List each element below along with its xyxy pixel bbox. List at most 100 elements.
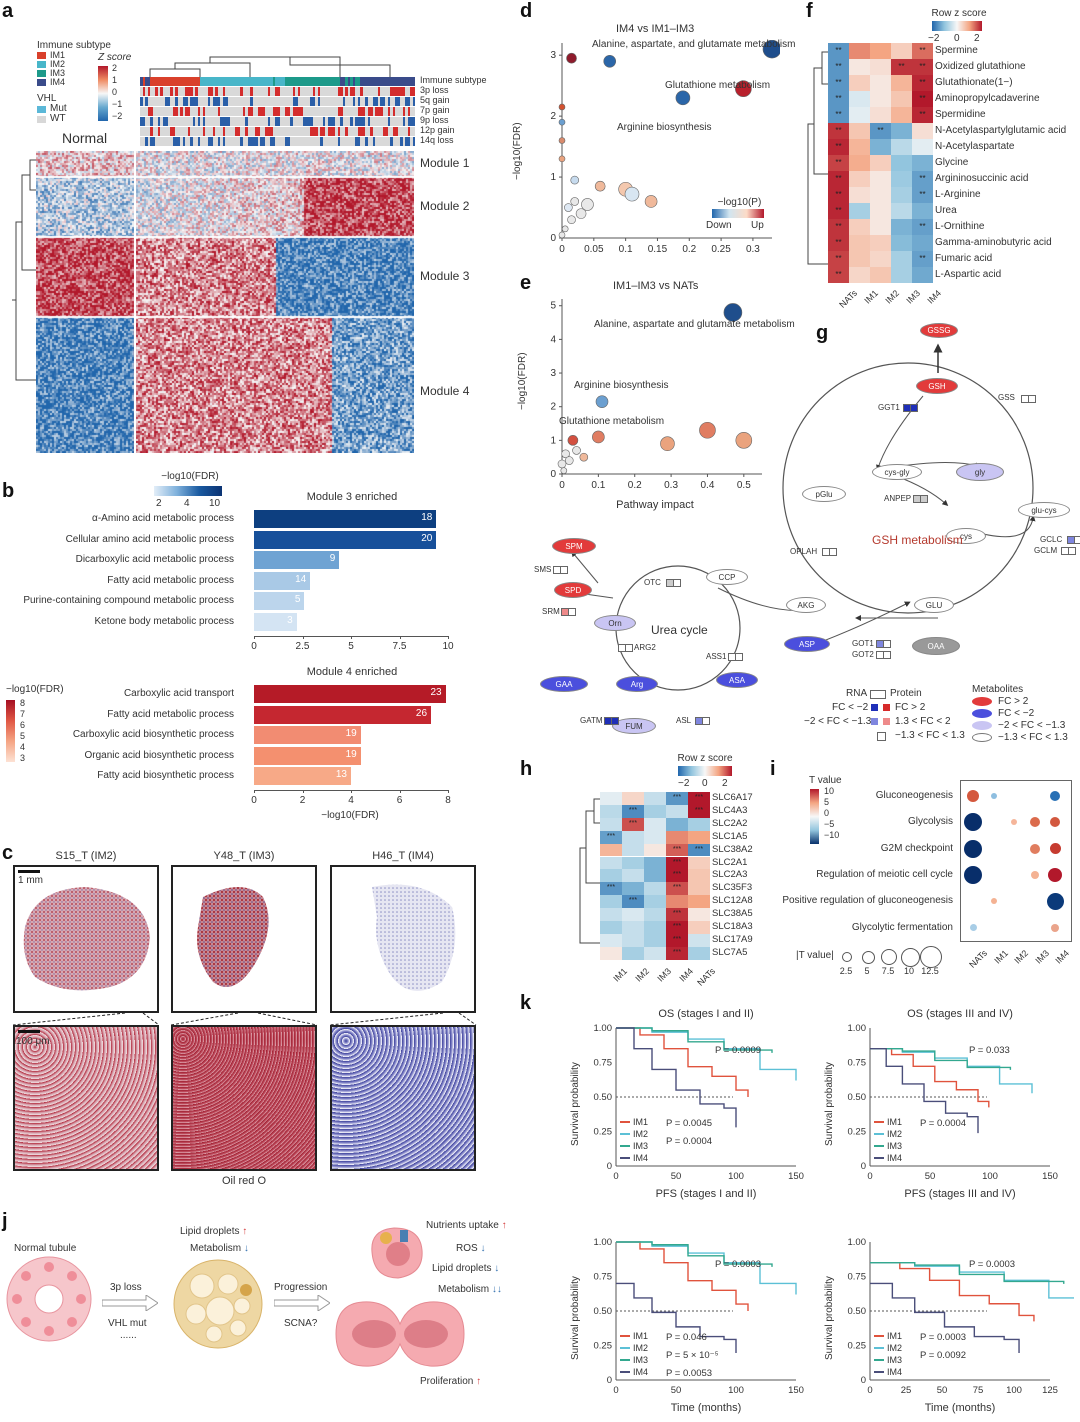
bar: 26	[254, 705, 432, 724]
track-cell	[202, 127, 206, 136]
track-cell	[287, 97, 291, 106]
track-cell	[377, 107, 381, 116]
track-cell	[370, 117, 373, 126]
x-tick-label: 2	[299, 795, 306, 806]
track-cell	[215, 97, 218, 106]
track-cell	[145, 87, 148, 96]
track-cell	[302, 97, 306, 106]
track-cell	[247, 77, 251, 86]
track-cell	[337, 87, 341, 96]
track-cell	[385, 97, 388, 106]
h-cell	[644, 882, 666, 896]
f-cell: **	[912, 187, 933, 203]
panel-label-h: h	[520, 758, 533, 780]
track-cell	[377, 117, 381, 126]
track-cell	[370, 87, 373, 96]
j-lipid-text: Lipid droplets	[180, 1226, 240, 1237]
legend-fc-5: −1.3 < FC < 1.3	[895, 730, 965, 741]
track-cell	[220, 117, 223, 126]
track-cell	[217, 107, 221, 116]
track-cell	[412, 117, 416, 126]
f-cell: **	[912, 59, 933, 75]
survival-curve	[616, 1241, 773, 1267]
track-cell	[290, 97, 293, 106]
track-cell	[390, 127, 393, 136]
track-cell	[295, 97, 298, 106]
c-title-3: H46_T (IM4)	[372, 850, 434, 862]
track-cell	[280, 137, 283, 146]
h-cell	[644, 856, 666, 870]
track-cell	[202, 87, 206, 96]
data-point	[644, 195, 658, 208]
track-cell	[220, 87, 223, 96]
i-col-label: IM3	[1032, 948, 1051, 966]
track-cell	[352, 127, 356, 136]
track-cell	[140, 107, 143, 116]
h-cell	[644, 830, 666, 844]
track-cell	[367, 107, 371, 116]
f-cell	[849, 139, 870, 155]
data-point	[735, 80, 752, 98]
track-cell	[200, 137, 203, 146]
track-cell	[410, 87, 413, 96]
track-cell	[380, 137, 383, 146]
track-cell	[412, 107, 416, 116]
track-cell	[297, 137, 301, 146]
up-arrow-icon-3: ↑	[473, 1376, 482, 1387]
track-cell	[225, 87, 228, 96]
j-lipid2: Lipid droplets ↓	[432, 1263, 499, 1274]
track-cell	[375, 77, 378, 86]
h-scale-bar	[678, 766, 732, 776]
zscore-tick: 0	[112, 87, 118, 97]
f-cell: **	[828, 123, 849, 139]
metabolite-node: GSSG	[920, 323, 958, 338]
tissue-section-im4	[330, 865, 476, 1013]
x-tick-label: 5	[348, 641, 354, 652]
panel-label-k: k	[520, 992, 532, 1014]
x-tick	[302, 790, 304, 793]
legend-label: IM4	[633, 1153, 648, 1163]
track-cell	[365, 87, 368, 96]
i-size-circle	[920, 946, 942, 968]
track-cell	[295, 107, 298, 116]
track-cell	[327, 137, 331, 146]
track-cell	[195, 127, 198, 136]
legend-fc-1: FC < −2	[832, 702, 869, 713]
track-cell	[352, 97, 356, 106]
immune-swatch	[37, 70, 46, 77]
c-stain-label: Oil red O	[221, 1175, 266, 1187]
track-cell	[372, 87, 376, 96]
x-tick-label: 0.2	[628, 480, 642, 491]
track-cell	[147, 117, 151, 126]
h-cell	[644, 921, 666, 934]
data-point	[624, 186, 640, 202]
track-cell	[297, 87, 301, 96]
track-cell	[342, 97, 346, 106]
track-cell	[412, 137, 416, 146]
survival-curve	[616, 1241, 797, 1295]
vhl-wt-label: WT	[50, 113, 66, 124]
zoom-section-im2	[13, 1025, 159, 1171]
track-cell	[330, 87, 333, 96]
track-cell	[197, 117, 201, 126]
j-metab2-text: Metabolism	[438, 1284, 490, 1295]
track-cell	[222, 107, 226, 116]
h-col-label: NATs	[695, 966, 718, 988]
track-cell	[297, 117, 301, 126]
track-cell	[402, 137, 406, 146]
h-cell	[688, 946, 710, 960]
track-cell	[267, 137, 271, 146]
h-cell: ***	[666, 921, 688, 934]
h-cell	[644, 804, 666, 818]
h-cell: ***	[666, 869, 688, 883]
track-cell	[402, 87, 406, 96]
track-cell	[197, 77, 201, 86]
metab-item-3: −2 < FC < −1.3	[998, 720, 1066, 731]
track-cell	[212, 117, 216, 126]
x-tick-label: 7.5	[392, 641, 407, 652]
track-cell	[377, 127, 381, 136]
track-cell	[285, 107, 288, 116]
metab-item-1: FC > 2	[998, 696, 1029, 707]
f-row-label: N-Acetylaspartate	[935, 141, 1015, 152]
track-cell	[392, 77, 396, 86]
